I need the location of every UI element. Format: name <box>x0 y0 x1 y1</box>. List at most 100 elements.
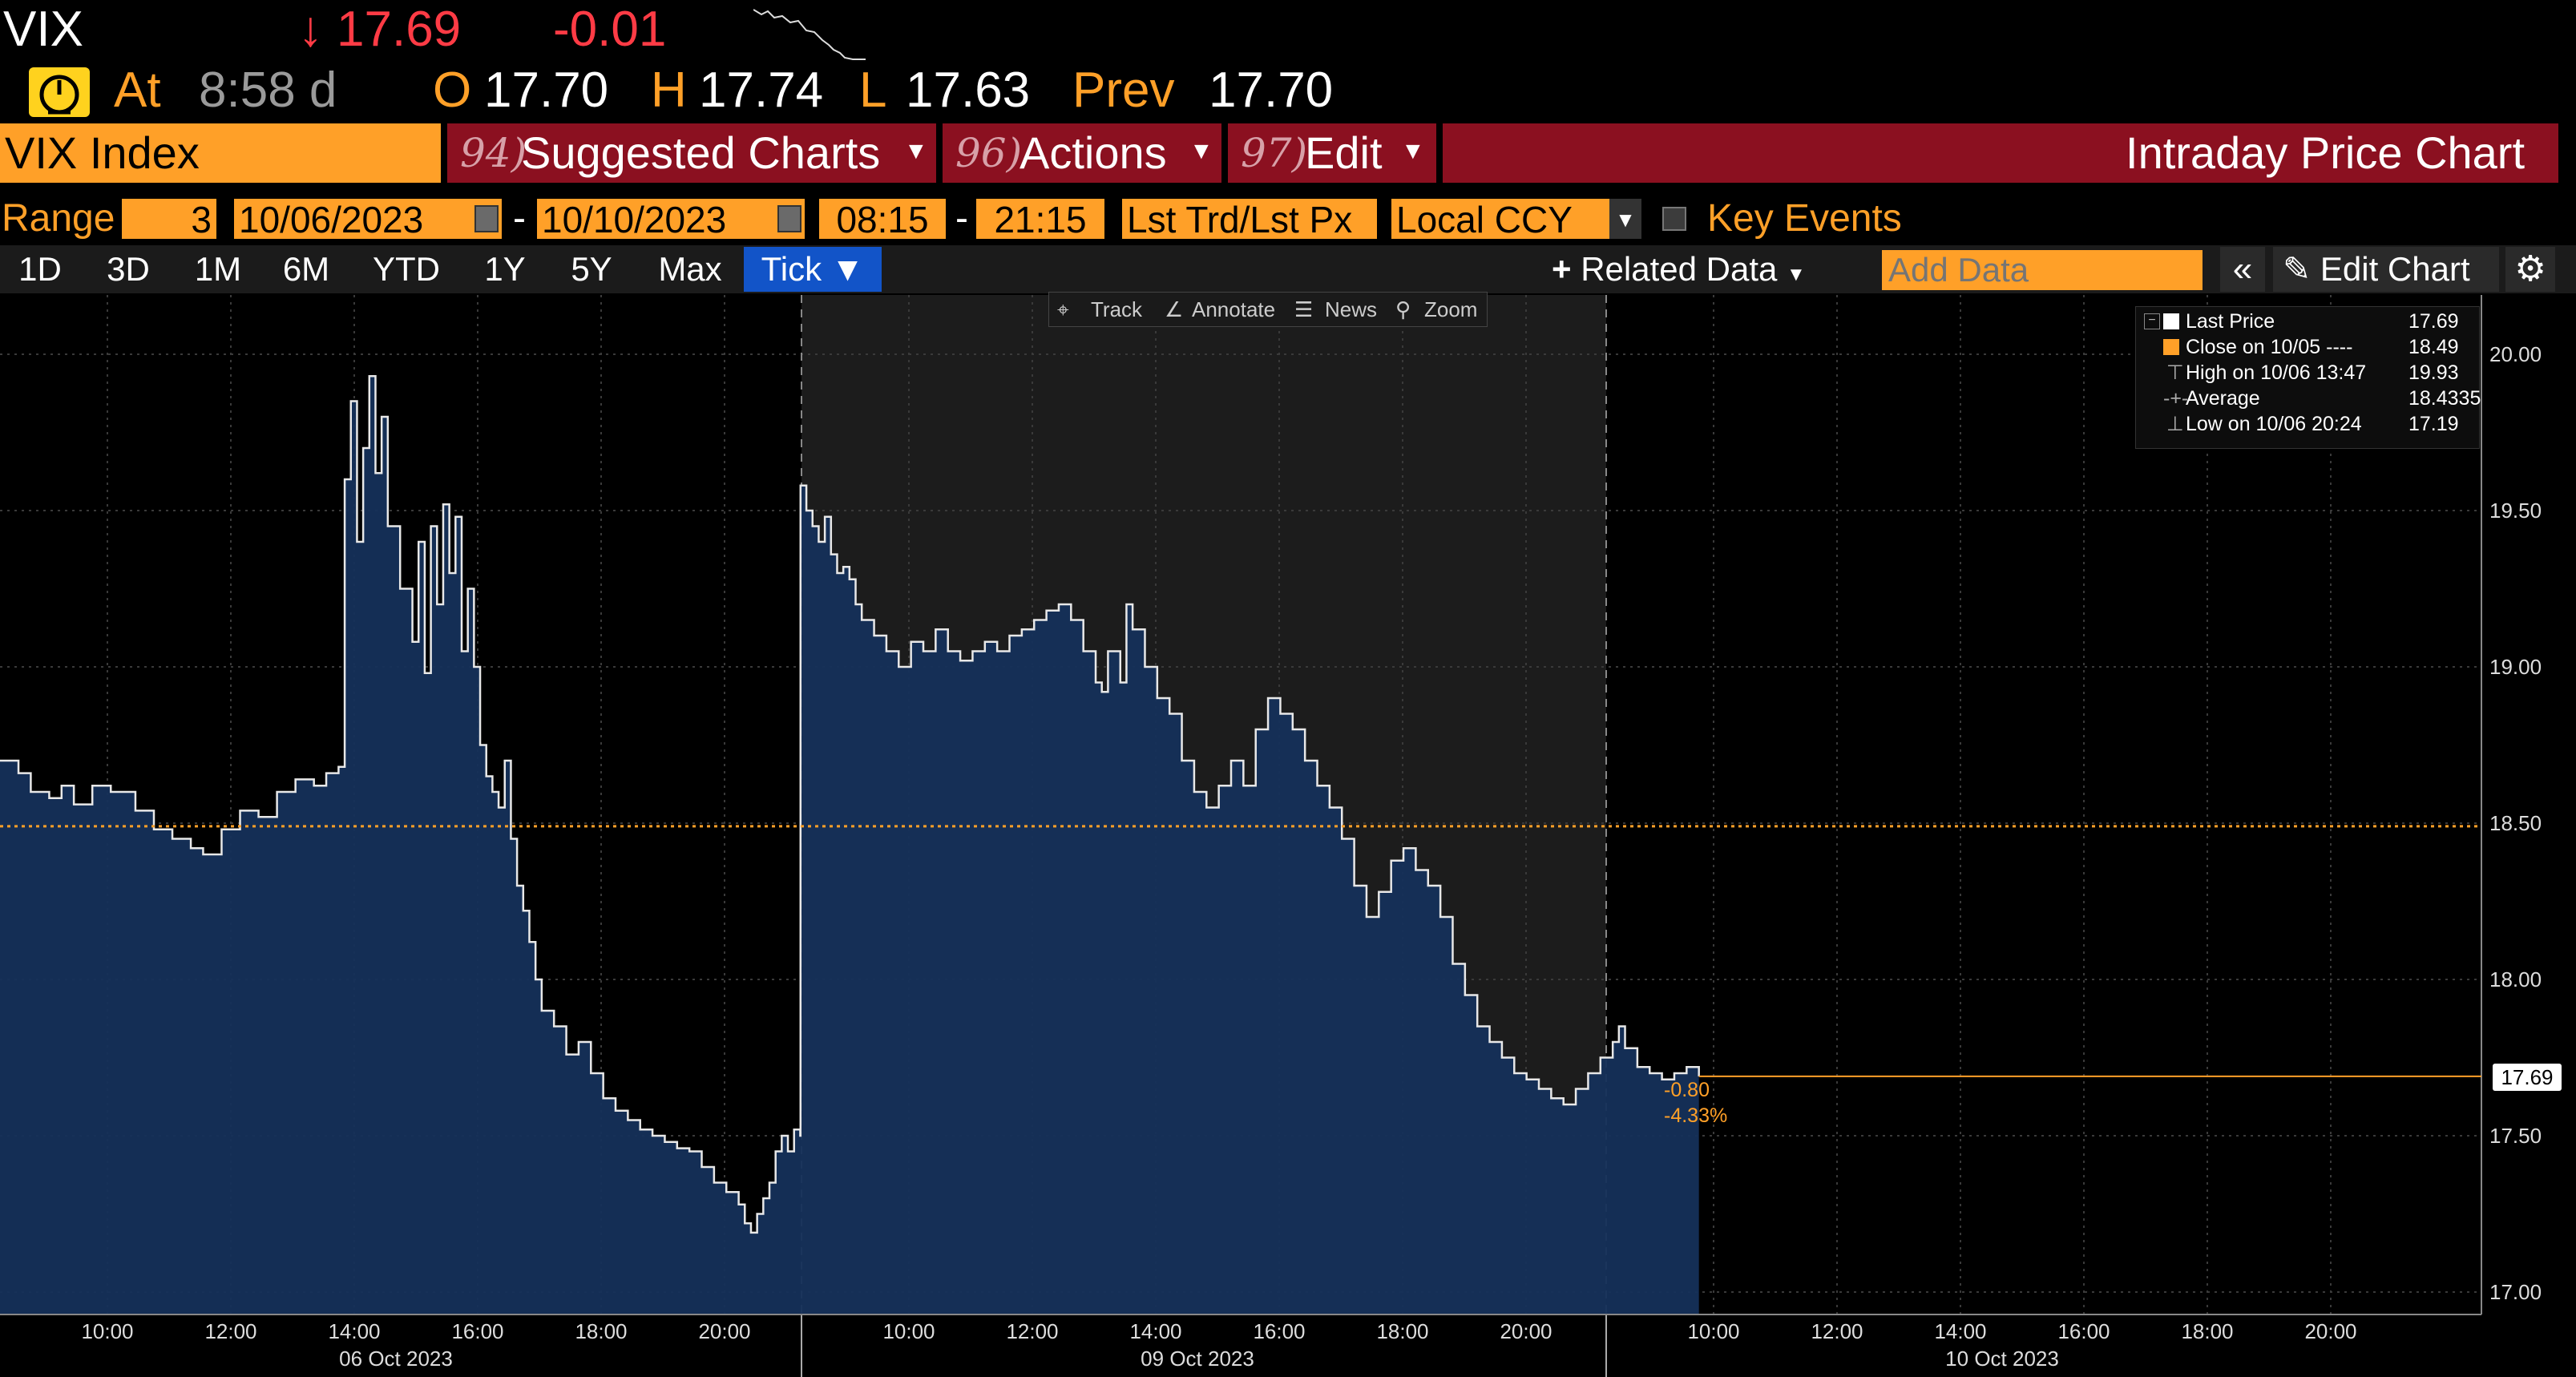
low-value: 17.63 <box>906 63 1031 118</box>
key-events-checkbox[interactable] <box>1662 207 1686 231</box>
add-data-input[interactable] <box>1882 250 2203 290</box>
average-marker-icon: -+- <box>2163 387 2189 410</box>
change-pct-label: -4.33% <box>1664 1104 1728 1127</box>
x-tick-label: 12:00 <box>1006 1319 1058 1343</box>
related-data-menu[interactable]: + Related Data ▼ <box>1552 247 1848 292</box>
legend-label: Last Price <box>2186 310 2275 333</box>
x-tick-label: 12:00 <box>1811 1319 1863 1343</box>
suggested-charts-number: 94) <box>460 130 527 176</box>
pencil-icon: ✎ <box>2283 250 2312 288</box>
zoom-button[interactable]: Zoom <box>1424 297 1478 321</box>
x-tick-label: 16:00 <box>1253 1319 1305 1343</box>
news-button[interactable]: News <box>1325 297 1378 321</box>
y-tick-label: 17.50 <box>2489 1124 2542 1148</box>
legend-collapse-icon[interactable]: − <box>2144 313 2160 329</box>
y-tick-label: 17.00 <box>2489 1280 2542 1304</box>
crosshair-icon: ⌖ <box>1057 297 1069 321</box>
end-time-input[interactable]: 21:15 <box>976 199 1104 240</box>
calendar-icon[interactable] <box>777 205 801 232</box>
low-marker-icon: ⊥ <box>2166 413 2184 435</box>
chart-legend: − Last Price 17.69 Close on 10/05 ---- 1… <box>2135 306 2481 449</box>
legend-value: 18.4335 <box>2408 387 2481 410</box>
key-events-label: Key Events <box>1707 197 1902 240</box>
x-tick-label: 20:00 <box>1500 1319 1552 1343</box>
suggested-charts-menu[interactable]: 94) Suggested Charts ▼ <box>447 123 936 183</box>
menu-bar: VIX Index 94) Suggested Charts ▼ 96) Act… <box>0 123 2576 183</box>
day-label: 06 Oct 2023 <box>339 1347 453 1371</box>
x-tick-label: 12:00 <box>204 1319 256 1343</box>
period-1m[interactable]: 1M <box>194 250 242 288</box>
page-title: Intraday Price Chart <box>2126 127 2525 178</box>
speedometer-icon[interactable] <box>29 67 90 117</box>
actions-menu[interactable]: 96) Actions ▼ <box>943 123 1221 183</box>
period-tick-selected[interactable]: Tick ▼ <box>744 247 882 292</box>
end-date-input[interactable]: 10/10/2023 <box>537 199 805 240</box>
y-tick-label: 18.50 <box>2489 811 2542 835</box>
x-tick-label: 14:00 <box>1934 1319 1986 1343</box>
x-tick-label: 18:00 <box>1376 1319 1428 1343</box>
chevron-down-icon: ▼ <box>1189 138 1213 164</box>
last-price-swatch <box>2163 313 2179 329</box>
calendar-icon[interactable] <box>474 205 499 232</box>
x-tick-label: 18:00 <box>575 1319 627 1343</box>
period-max[interactable]: Max <box>658 250 722 288</box>
chevron-down-icon: ▼ <box>1401 138 1425 164</box>
legend-value: 18.49 <box>2408 336 2459 358</box>
price-chart[interactable]: 17.00 17.50 18.00 18.50 19.00 19.50 20.00 10:00… <box>0 295 2576 1377</box>
x-tick-label: 16:00 <box>451 1319 503 1343</box>
period-ytd[interactable]: YTD <box>373 250 440 288</box>
chevron-down-icon: ▼ <box>1787 264 1806 285</box>
close-swatch <box>2163 339 2179 355</box>
magnifier-icon: ⚲ <box>1395 297 1411 321</box>
chevron-down-icon: ▼ <box>904 138 928 164</box>
start-date-input[interactable]: 10/06/2023 <box>234 199 502 240</box>
x-tick-label: 10:00 <box>1687 1319 1739 1343</box>
security-field[interactable]: VIX Index <box>0 123 441 183</box>
end-date-value: 10/10/2023 <box>542 199 727 240</box>
time-separator: - <box>955 197 968 240</box>
edit-label: Edit <box>1305 127 1383 178</box>
period-1y[interactable]: 1Y <box>484 250 526 288</box>
y-tick-label: 18.00 <box>2489 967 2542 991</box>
period-bar: 1D 3D 1M 6M YTD 1Y 5Y Max Tick ▼ + Relat… <box>0 245 2576 293</box>
period-1d[interactable]: 1D <box>18 250 62 288</box>
period-5y[interactable]: 5Y <box>571 250 612 288</box>
net-change: -0.01 <box>553 2 667 57</box>
dropdown-arrow-icon[interactable]: ▼ <box>1609 199 1641 239</box>
suggested-charts-label: Suggested Charts <box>521 127 881 178</box>
x-tick-label: 14:00 <box>328 1319 380 1343</box>
edit-menu[interactable]: 97) Edit ▼ <box>1228 123 1436 183</box>
high-label: H <box>651 63 687 118</box>
collapse-icon[interactable]: « <box>2220 247 2265 292</box>
down-arrow-icon: ↓ <box>298 2 323 57</box>
sparkline-icon <box>753 9 866 60</box>
price-line <box>0 375 1700 1234</box>
x-tick-label: 18:00 <box>2181 1319 2233 1343</box>
quote-header: VIX ↓ 17.69 -0.01 <box>0 0 2576 60</box>
chart-toolbar: ⌖ Track ∠ Annotate ☰ News ⚲ Zoom <box>1048 292 1488 327</box>
edit-number: 97) <box>1241 130 1308 176</box>
y-tick-label: 19.00 <box>2489 655 2542 679</box>
news-icon: ☰ <box>1294 297 1314 321</box>
period-6m[interactable]: 6M <box>282 250 330 288</box>
date-separator: - <box>513 197 526 240</box>
price-field-select[interactable]: Lst Trd/Lst Px <box>1122 199 1377 239</box>
y-tick-label: 19.50 <box>2489 499 2542 523</box>
start-time-input[interactable]: 08:15 <box>819 199 946 240</box>
legend-label: Average <box>2186 387 2260 410</box>
range-bar: Range 3 10/06/2023 - 10/10/2023 08:15 - … <box>0 197 2576 240</box>
track-button[interactable]: Track <box>1091 297 1143 321</box>
prev-label: Prev <box>1072 63 1175 118</box>
open-value: 17.70 <box>484 63 609 118</box>
quote-time: 8:58 d <box>199 63 337 118</box>
annotate-button[interactable]: Annotate <box>1192 297 1276 321</box>
edit-chart-button[interactable]: ✎ Edit Chart <box>2273 247 2499 292</box>
range-value-input[interactable]: 3 <box>122 199 216 240</box>
range-label: Range <box>2 197 115 240</box>
period-3d[interactable]: 3D <box>107 250 150 288</box>
currency-select[interactable]: Local CCY ▼ <box>1391 199 1641 240</box>
gear-icon[interactable]: ⚙ <box>2505 247 2555 292</box>
title-band: Intraday Price Chart <box>1443 123 2558 183</box>
legend-label: Low on 10/06 20:24 <box>2186 413 2362 435</box>
at-label: At <box>114 63 161 118</box>
